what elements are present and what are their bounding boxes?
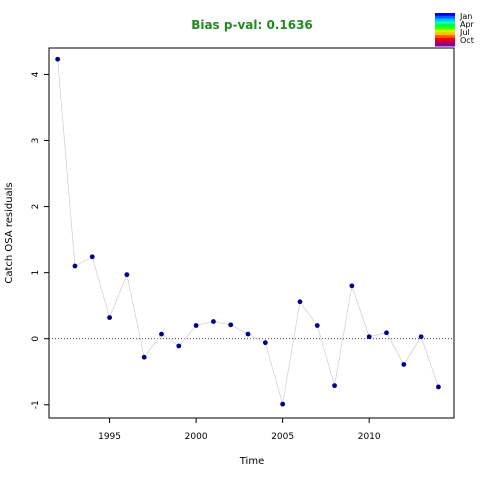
chart-title: Bias p-val: 0.1636 — [191, 18, 313, 32]
series-line — [57, 59, 439, 405]
data-point — [228, 322, 234, 328]
x-tick-label: 1995 — [98, 432, 121, 442]
plot-frame — [48, 47, 455, 419]
legend-color-swatch — [435, 32, 455, 36]
data-point — [366, 334, 372, 340]
data-point — [436, 384, 441, 390]
legend-label: Apr — [460, 20, 475, 29]
data-point — [89, 254, 95, 260]
legend-color-swatch — [435, 40, 455, 44]
data-point — [332, 383, 337, 389]
legend-color-swatch — [435, 29, 455, 33]
data-point — [55, 56, 61, 62]
data-point — [159, 331, 164, 337]
legend-color-swatch — [435, 13, 455, 17]
y-tick-label: -1 — [31, 400, 41, 409]
legend-color-swatch — [435, 37, 455, 41]
data-point — [72, 263, 78, 269]
y-tick-label: 2 — [31, 204, 41, 210]
x-tick-label: 2010 — [358, 432, 381, 442]
data-point — [211, 319, 216, 324]
legend-label: Oct — [460, 36, 474, 45]
legend-color-swatch — [435, 35, 455, 39]
y-axis-label: Catch OSA residuals — [4, 182, 15, 283]
data-point — [418, 334, 424, 340]
data-point — [176, 343, 182, 349]
data-point — [297, 299, 303, 305]
data-point — [401, 362, 407, 367]
plot-area — [49, 56, 454, 407]
axes: 1995 2000 2005 2010 -1 0 1 2 3 4 — [31, 47, 455, 442]
data-point — [262, 340, 268, 346]
data-point — [384, 330, 389, 336]
legend-color-swatch — [435, 43, 455, 47]
x-tick-label: 2005 — [271, 432, 294, 442]
legend-color-swatch — [435, 24, 455, 28]
y-tick-label: 4 — [31, 71, 41, 77]
data-point — [107, 315, 112, 320]
legend-label: Jul — [459, 28, 470, 37]
data-point — [349, 283, 355, 289]
legend-color-swatch — [435, 15, 455, 19]
x-tick-label: 2000 — [185, 432, 208, 442]
data-point — [141, 354, 147, 360]
legend-color-swatch — [435, 18, 455, 22]
y-tick-label: 3 — [31, 138, 41, 144]
y-tick-label: 1 — [31, 270, 41, 276]
legend-label: Jan — [459, 12, 472, 21]
data-point — [193, 323, 199, 328]
data-point — [124, 272, 130, 278]
legend-color-swatch — [435, 21, 455, 25]
data-point — [280, 401, 286, 407]
legend-color-swatch — [435, 26, 455, 30]
data-point — [314, 323, 320, 328]
data-point — [245, 331, 251, 337]
x-axis-label: Time — [239, 456, 264, 467]
y-tick-label: 0 — [31, 336, 41, 342]
